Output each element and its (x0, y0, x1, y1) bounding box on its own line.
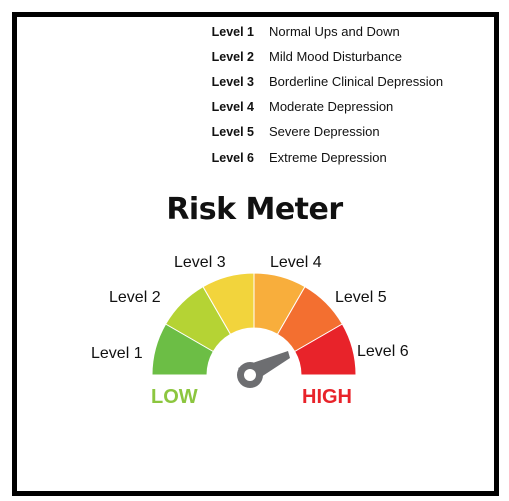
gauge-label-level-2: Level 2 (109, 289, 161, 306)
legend-description: Normal Ups and Down (269, 24, 400, 39)
gauge-segment-level-6 (294, 323, 357, 376)
risk-meter-title: Risk Meter (166, 192, 343, 227)
legend-description: Borderline Clinical Depression (269, 74, 444, 89)
low-label: LOW (151, 386, 198, 408)
legend-description: Severe Depression (269, 124, 380, 139)
gauge-label-level-6: Level 6 (357, 343, 409, 360)
high-label: HIGH (302, 386, 352, 408)
gauge-label-level-1: Level 1 (91, 345, 143, 362)
diagram-frame (12, 12, 499, 496)
legend-level-label: Level 4 (211, 100, 254, 114)
gauge-segments (151, 272, 357, 376)
legend-level-label: Level 1 (211, 25, 254, 39)
legend-description: Moderate Depression (269, 99, 394, 114)
legend-level-label: Level 5 (211, 125, 254, 139)
legend-description: Mild Mood Disturbance (269, 49, 402, 64)
gauge-label-level-5: Level 5 (335, 289, 387, 306)
legend-level-label: Level 2 (211, 50, 254, 64)
gauge-needle-icon (237, 351, 290, 388)
legend-level-label: Level 3 (211, 75, 254, 89)
legend-description: Extreme Depression (269, 150, 387, 165)
gauge-label-level-3: Level 3 (174, 254, 226, 271)
gauge-label-level-4: Level 4 (270, 254, 322, 271)
legend-level-label: Level 6 (211, 151, 254, 165)
